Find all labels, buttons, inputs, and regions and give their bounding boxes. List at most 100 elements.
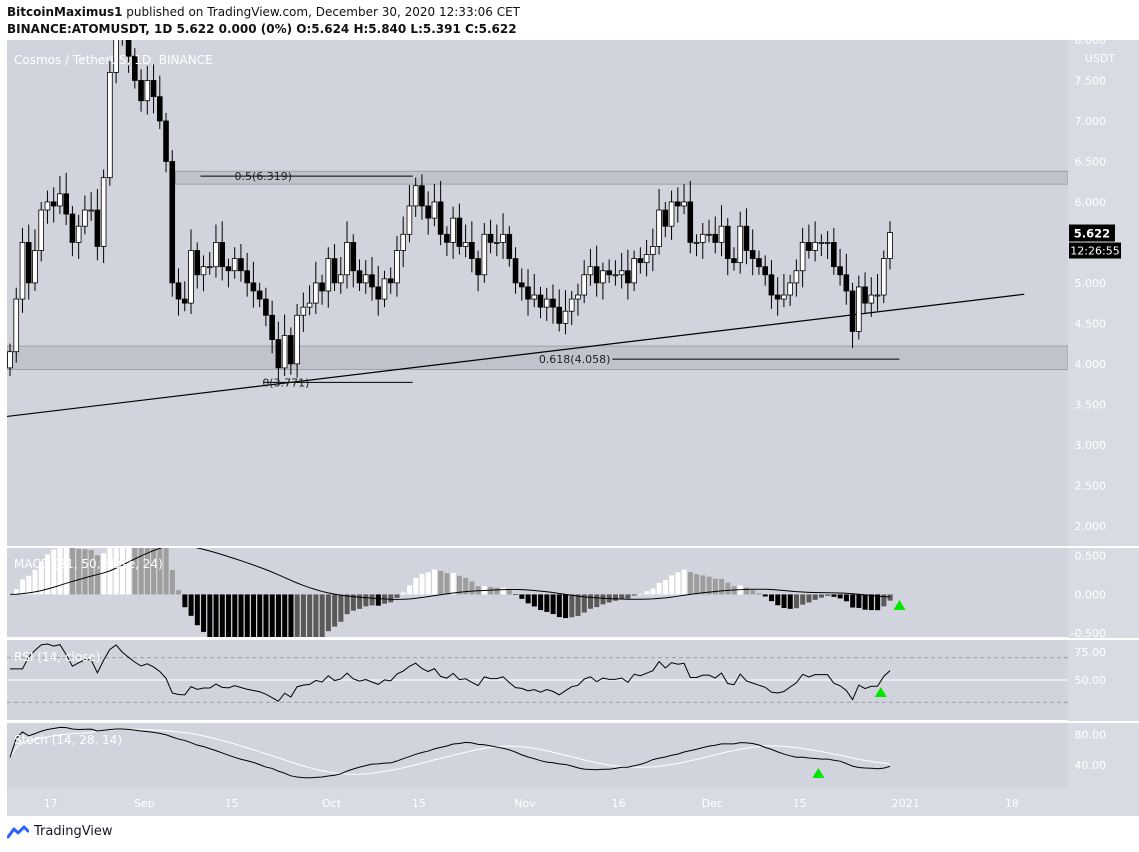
macd-histogram-bar	[775, 594, 781, 606]
fib-level-label: 0.5(6.319)	[235, 170, 293, 183]
macd-histogram-bar	[132, 548, 138, 595]
macd-histogram-bar	[612, 594, 618, 601]
stoch-bullish-signal-icon	[812, 768, 825, 778]
candle	[831, 227, 837, 275]
macd-histogram-bar	[868, 594, 874, 611]
candle	[437, 180, 444, 246]
candle-up	[818, 241, 825, 244]
chart-area[interactable]: 0.5(6.319) 0.618(4.058) 0(3.771) Cosmos / T…	[0, 40, 1139, 816]
macd-histogram-bar	[176, 590, 182, 595]
candle-down	[225, 266, 232, 272]
macd-histogram-bar	[82, 549, 88, 595]
candle	[880, 250, 887, 304]
macd-histogram-bar	[20, 579, 26, 595]
candle-down	[843, 274, 850, 292]
candle	[562, 290, 569, 335]
macd-histogram-bar	[656, 582, 662, 595]
candle	[824, 231, 831, 259]
macd-histogram-bar	[818, 594, 824, 598]
candle	[69, 205, 76, 257]
macd-histogram-bar	[282, 594, 288, 637]
macd-histogram-bar	[769, 594, 775, 602]
candle-up	[107, 71, 113, 179]
macd-histogram-bar	[350, 594, 356, 611]
candle-up	[643, 254, 650, 264]
candle-down	[606, 270, 612, 276]
candle	[138, 69, 144, 112]
candle	[812, 221, 818, 262]
candle	[194, 242, 201, 289]
price-axis-tick: 7.000	[1075, 115, 1107, 128]
candle	[313, 261, 319, 315]
candle	[394, 235, 400, 297]
macd-histogram-bar	[600, 594, 606, 605]
candle-up	[450, 217, 456, 243]
candle-down	[662, 209, 669, 227]
macd-histogram-bar	[319, 594, 325, 637]
candle-up	[82, 209, 88, 227]
price-plot: 0.5(6.319) 0.618(4.058) 0(3.771)	[7, 40, 1068, 418]
candle	[331, 244, 338, 291]
candle	[381, 270, 388, 308]
macd-histogram-bar	[238, 594, 244, 637]
candle-up	[812, 241, 818, 251]
candle	[82, 195, 88, 235]
candle	[500, 213, 506, 259]
macd-histogram-bar	[538, 594, 544, 611]
tradingview-logo-icon[interactable]	[7, 825, 29, 839]
macd-histogram-bar	[525, 594, 531, 604]
macd-histogram-bar	[45, 554, 51, 595]
candle-up	[88, 209, 94, 212]
candle-up	[618, 270, 625, 276]
macd-histogram-bar	[581, 594, 587, 613]
macd-histogram-bar	[76, 548, 82, 595]
macd-histogram-bar	[706, 576, 712, 595]
candle-up	[188, 250, 194, 304]
macd-bullish-signal-icon	[893, 600, 906, 610]
candle-down	[238, 258, 244, 272]
candle-down	[375, 286, 382, 300]
pane-background-p	[7, 40, 1068, 546]
candle-up	[44, 201, 51, 211]
macd-histogram-bar	[843, 594, 849, 602]
macd-histogram-bar	[194, 594, 200, 626]
candle-down	[250, 282, 257, 292]
candle-up	[325, 258, 332, 292]
countdown-label: 12:26:55	[1070, 245, 1119, 258]
candle-down	[756, 258, 762, 268]
macd-histogram-bar	[463, 577, 469, 595]
macd-histogram-bar	[126, 548, 132, 595]
candle-up	[650, 246, 656, 255]
time-axis-tick: Nov	[514, 797, 536, 810]
support-zone	[7, 345, 1068, 370]
candle-up	[412, 185, 419, 207]
macd-histogram-bar	[101, 553, 107, 595]
candle	[587, 248, 594, 286]
candle-down	[625, 270, 631, 284]
macd-histogram-bar	[313, 594, 319, 637]
price-axis-tick: 2.500	[1075, 479, 1107, 492]
candle-up	[100, 177, 107, 247]
candle	[450, 206, 456, 259]
price-axis-tick: 8.000	[1075, 40, 1107, 47]
candle-up	[600, 270, 606, 284]
resistance-zone	[175, 170, 1068, 185]
candle	[100, 169, 107, 264]
symbol-ohlc-header: BINANCE:ATOMUSDT, 1D 5.622 0.000 (0%) O:…	[7, 22, 517, 36]
candle-down	[288, 335, 294, 365]
macd-histogram-bar	[500, 587, 506, 595]
candle	[862, 272, 868, 315]
time-axis-tick: 16	[612, 797, 626, 810]
candle-down	[63, 193, 69, 215]
candle-up	[575, 294, 581, 300]
macd-histogram-bar	[875, 594, 881, 611]
candle-up	[362, 274, 369, 284]
candle-down	[774, 294, 781, 300]
time-axis-tick: 17	[44, 797, 58, 810]
footer-brand[interactable]: TradingView	[34, 824, 113, 839]
publisher-name[interactable]: BitcoinMaximus1	[7, 5, 123, 19]
price-axis-tick: 6.500	[1075, 155, 1107, 168]
candle-down	[437, 201, 444, 235]
macd-plot	[7, 548, 893, 637]
macd-histogram-bar	[244, 594, 250, 637]
